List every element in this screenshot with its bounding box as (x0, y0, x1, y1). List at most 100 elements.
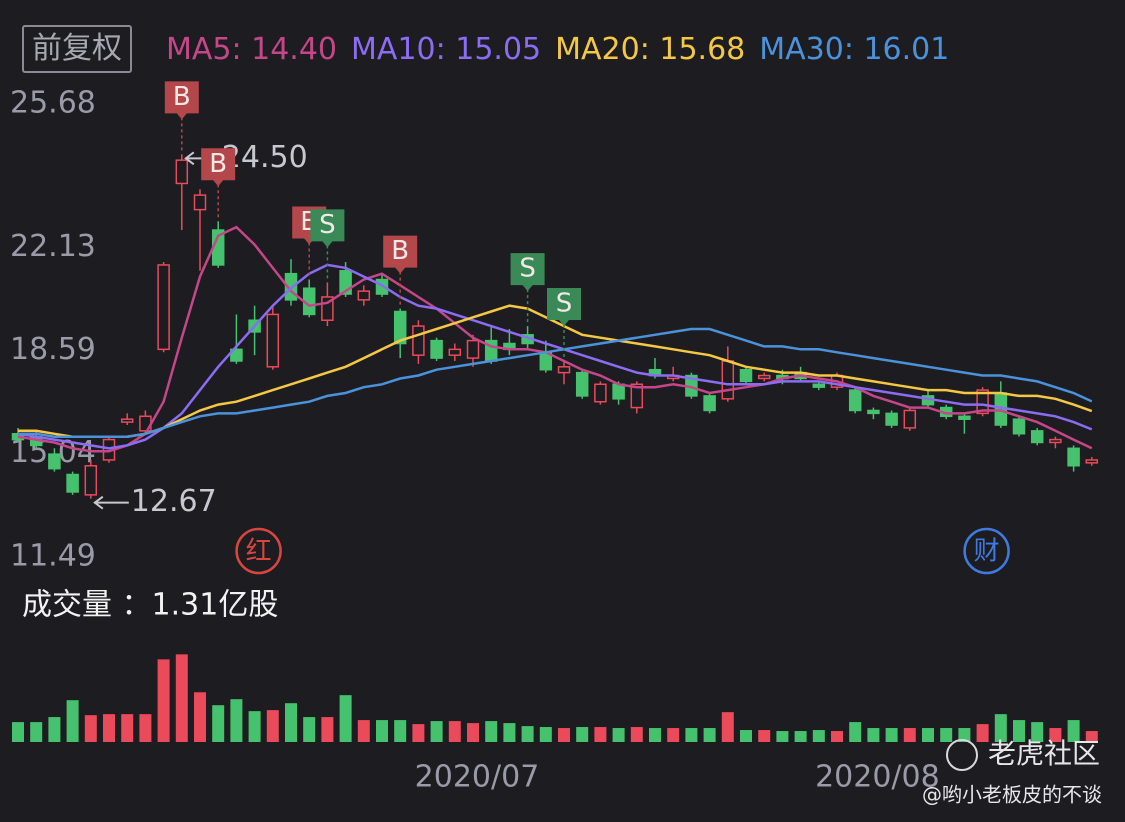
volume-bar (30, 722, 43, 742)
annotation-label: 12.67 (131, 484, 217, 519)
volume-bar (66, 700, 79, 742)
volume-bar (885, 728, 898, 742)
volume-bar (266, 710, 279, 742)
event-label: 财 (974, 537, 1000, 567)
ma-line (18, 327, 1093, 438)
volume-bar (448, 721, 461, 742)
volume-bar (649, 728, 661, 742)
volume-bar (103, 714, 115, 742)
signal-label: S (519, 254, 536, 284)
volume-bar (212, 705, 225, 742)
annotation-label: 24.50 (222, 140, 308, 175)
candle-body (357, 290, 371, 301)
volume-bar (976, 724, 989, 742)
volume-bar (576, 727, 589, 742)
volume-bar (394, 720, 407, 742)
volume-bar (994, 714, 1007, 742)
candle-body (1030, 430, 1044, 444)
signal-label: S (319, 210, 336, 240)
volume-bar (12, 722, 24, 742)
signal-badge (547, 287, 581, 326)
watermark-author: @哟小老板皮的不谈 (922, 783, 1102, 807)
volume-bar (758, 730, 771, 742)
candle-body (976, 389, 989, 415)
legend-entry: MA20: 15.68 (555, 31, 746, 67)
volume-bar (740, 730, 752, 742)
candle-body (739, 368, 753, 383)
volume-bar (831, 731, 843, 742)
candle-body (48, 453, 61, 470)
watermark-logo (946, 739, 978, 771)
volume-bar (867, 728, 880, 742)
candle-body (885, 412, 898, 426)
volume-bar (539, 727, 552, 742)
volume-bar (1049, 728, 1062, 742)
candle-body (612, 383, 625, 400)
candle-body (448, 348, 462, 356)
volume-bar (121, 714, 134, 742)
volume-bar (776, 731, 789, 742)
annotation-arrowhead (184, 151, 195, 166)
adjust-button[interactable]: 前复权 (22, 25, 132, 73)
volume-bar (667, 728, 680, 742)
candle-body (721, 360, 735, 400)
candle-body (1049, 438, 1062, 444)
volume-bar (139, 714, 152, 742)
signal-label: B (173, 82, 191, 112)
legend: 前复权 MA5: 14.40 MA10: 15.05 MA20: 15.68 MA30… (22, 25, 949, 73)
volume-bar (376, 720, 388, 742)
volume-bar (84, 715, 97, 742)
volume-bar (357, 720, 370, 742)
candle-body (66, 473, 79, 493)
candle-body (557, 366, 571, 374)
candle-body (321, 296, 334, 321)
volume-bar (48, 717, 61, 742)
x-tick-label: 2020/08 (815, 760, 940, 795)
volume-bar (285, 703, 297, 742)
volume-bar (157, 659, 170, 742)
volume-bar (922, 728, 934, 742)
candle-body (412, 325, 425, 356)
signal-badge (164, 81, 199, 120)
volume-bar (521, 726, 534, 742)
volume-bar (958, 728, 971, 742)
volume-bar (794, 731, 807, 742)
volume-bar (467, 723, 479, 742)
volume-bar (412, 724, 425, 742)
legend-entry: MA30: 16.01 (759, 31, 950, 67)
ma-line (18, 304, 1093, 438)
ma-line (17, 263, 1093, 450)
candle-body (630, 383, 644, 409)
legend-entry: MA10: 15.05 (351, 31, 542, 67)
volume-bar (1067, 720, 1080, 742)
candle-body (903, 409, 917, 429)
y-tick-label: 18.59 (10, 332, 96, 367)
x-tick-label: 2020/07 (415, 760, 540, 795)
volume-bar (703, 728, 716, 742)
signal-label: B (209, 149, 227, 179)
candle-body (193, 194, 207, 211)
candle-body (812, 383, 826, 388)
candle-body (230, 348, 243, 362)
candle-body (575, 371, 589, 397)
volume-bar (248, 711, 261, 742)
candle-body (266, 313, 280, 368)
volume-bar (1013, 720, 1025, 742)
volume-bar (485, 721, 498, 742)
candle-body (1012, 418, 1026, 435)
annotation-arrowhead (93, 495, 104, 510)
candle-body (958, 415, 971, 420)
y-tick-label: 11.49 (10, 539, 96, 574)
volume-bar (230, 699, 243, 742)
volume-bar (194, 692, 206, 742)
volume-bar (849, 722, 862, 742)
ma-line (17, 225, 1093, 453)
volume-bar (303, 717, 316, 742)
volume-bar (940, 728, 953, 742)
volume-bar (430, 721, 443, 742)
volume-bar (812, 730, 825, 742)
volume-bar (321, 717, 334, 742)
watermark-brand: 老虎社区 (988, 737, 1100, 770)
candle-body (1085, 459, 1099, 464)
